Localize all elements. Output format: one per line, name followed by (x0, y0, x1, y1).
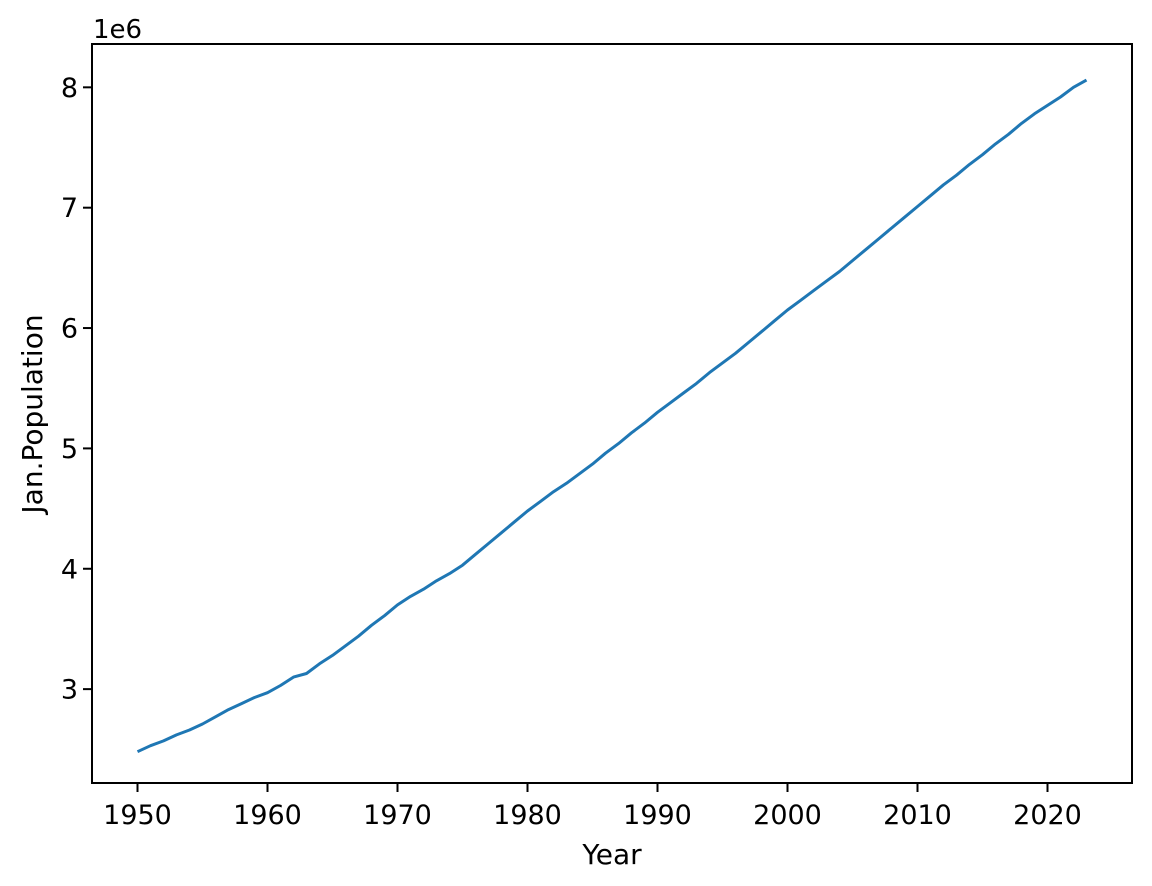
y-tick-label: 4 (61, 554, 78, 585)
population-line-series (136, 78, 1088, 754)
x-tick-label: 1990 (623, 800, 692, 831)
y-tick-label: 8 (61, 73, 78, 104)
y-tick-label: 3 (61, 675, 78, 706)
x-axis-label: Year (581, 838, 642, 871)
x-tick-label: 1980 (493, 800, 562, 831)
x-tick-label: 1950 (103, 800, 172, 831)
y-tick-label: 5 (61, 434, 78, 465)
x-tick-label: 1970 (363, 800, 432, 831)
y-axis-offset-text: 1e6 (93, 15, 142, 45)
plot-area-spines (91, 43, 1133, 784)
x-tick-label: 1960 (233, 800, 302, 831)
y-tick-label: 6 (61, 314, 78, 345)
x-axis-ticks: 1950 1960 1970 1980 1990 2000 2010 2020 (103, 784, 1082, 831)
y-tick-label: 7 (61, 193, 78, 224)
y-axis-ticks: 3 4 5 6 7 8 (61, 73, 91, 706)
y-axis-label: Jan.Population (16, 314, 49, 515)
x-tick-label: 2000 (753, 800, 822, 831)
x-tick-label: 2020 (1013, 800, 1082, 831)
x-tick-label: 2010 (883, 800, 952, 831)
